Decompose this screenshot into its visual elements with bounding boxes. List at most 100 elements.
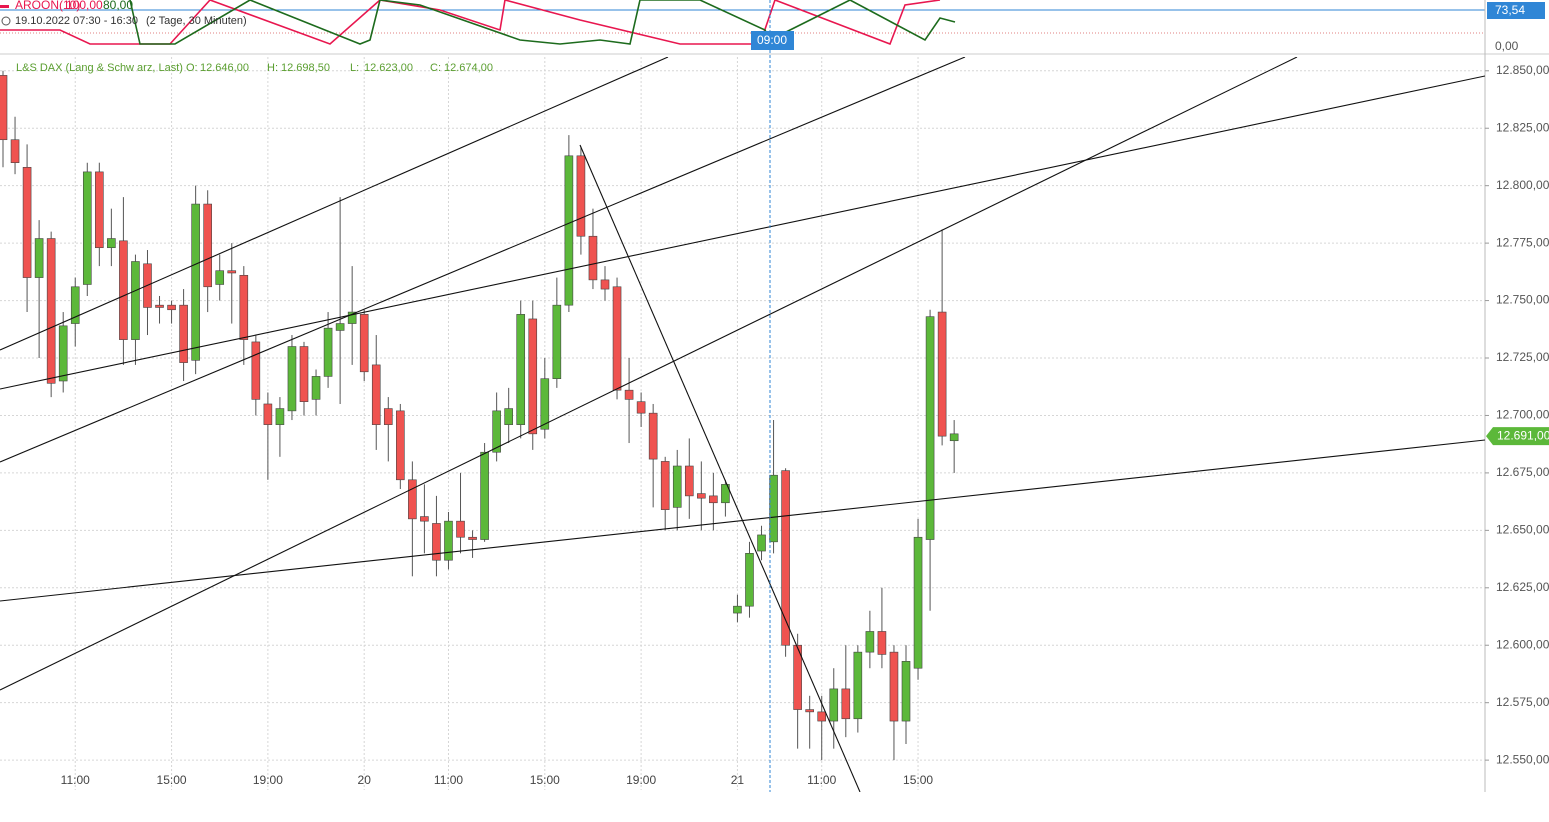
candle-body bbox=[179, 304, 188, 363]
last-price-label: 12.691,00 bbox=[1497, 428, 1549, 442]
candle-body bbox=[757, 534, 766, 552]
candle-body bbox=[119, 240, 128, 340]
candle-body bbox=[612, 286, 622, 391]
ohlc-label: H: bbox=[267, 62, 278, 74]
candle-body bbox=[22, 166, 32, 278]
candle-body bbox=[925, 316, 935, 540]
x-tick-label: 15:00 bbox=[903, 773, 933, 787]
candle-body bbox=[516, 314, 526, 425]
candle-body bbox=[889, 651, 899, 722]
x-tick-label: 11:00 bbox=[434, 773, 463, 787]
candle-body bbox=[432, 523, 441, 561]
indicator-down: 80,00 bbox=[103, 0, 133, 12]
candle-body bbox=[648, 412, 658, 460]
candle-body bbox=[263, 403, 273, 425]
y-tick-label: 12.825,00 bbox=[1496, 120, 1549, 134]
y-tick-label: 12.575,00 bbox=[1496, 695, 1549, 709]
instrument-title: L&S DAX (Lang & Schw arz, Last) bbox=[16, 62, 183, 74]
candle-body bbox=[769, 474, 778, 543]
session: 19.10.2022 07:30 - 16:30 bbox=[15, 15, 138, 27]
candle-body bbox=[865, 631, 875, 653]
candle-body bbox=[155, 304, 164, 308]
y-tick-label: 12.625,00 bbox=[1496, 580, 1549, 594]
y-tick-label: 12.700,00 bbox=[1496, 408, 1549, 422]
candle-body bbox=[444, 520, 453, 561]
candle-body bbox=[528, 318, 538, 435]
indicator-value-box bbox=[1487, 2, 1545, 19]
candle-body bbox=[46, 238, 56, 384]
candle-body bbox=[335, 323, 345, 331]
candle-body bbox=[191, 203, 200, 361]
candle-body bbox=[564, 155, 574, 306]
aroon-lines bbox=[0, 0, 1485, 46]
cursor-box bbox=[751, 31, 794, 50]
candle-body bbox=[251, 341, 261, 400]
candle-body bbox=[697, 493, 706, 499]
candle-body bbox=[82, 171, 92, 285]
candle-body bbox=[58, 325, 68, 382]
candle-body bbox=[901, 661, 911, 722]
candle-body bbox=[408, 479, 417, 520]
y-tick-label: 12.725,00 bbox=[1496, 350, 1549, 364]
ohlc-value: 12.698,50 bbox=[281, 62, 330, 74]
candle-body bbox=[552, 304, 562, 379]
x-tick-label: 11:00 bbox=[807, 773, 836, 787]
candle-body bbox=[323, 327, 333, 377]
candle-body bbox=[396, 410, 405, 481]
candle-body bbox=[829, 688, 839, 722]
candle-body bbox=[913, 536, 923, 669]
candle-body bbox=[745, 553, 754, 607]
candle-body bbox=[636, 401, 646, 414]
x-tick-label: 21 bbox=[731, 773, 745, 787]
candle-body bbox=[588, 235, 598, 281]
ohlc-value: 12.674,00 bbox=[444, 62, 493, 74]
candle-body bbox=[383, 408, 393, 425]
candle-body bbox=[95, 171, 104, 249]
y-tick-label: 12.800,00 bbox=[1496, 178, 1549, 192]
candle-body bbox=[841, 688, 851, 720]
candle-body bbox=[34, 238, 44, 278]
y-tick-label: 12.550,00 bbox=[1496, 752, 1549, 766]
candle-body bbox=[70, 286, 80, 324]
candle-body bbox=[239, 274, 249, 340]
candle-body bbox=[781, 470, 790, 646]
candle-body bbox=[480, 451, 489, 540]
candle-body bbox=[684, 465, 694, 497]
candle-body bbox=[420, 516, 429, 522]
y-tick-label: 12.750,00 bbox=[1496, 293, 1549, 307]
y-tick-label: 12.850,00 bbox=[1496, 63, 1549, 77]
candle-body bbox=[624, 389, 634, 400]
candle-body bbox=[709, 495, 718, 504]
indicator-axis-label: 0,00 bbox=[1495, 39, 1519, 53]
candle-body bbox=[287, 346, 297, 412]
x-tick-label: 19:00 bbox=[626, 773, 656, 787]
clock-icon bbox=[1, 16, 11, 26]
y-tick-label: 12.675,00 bbox=[1496, 465, 1549, 479]
candle-body bbox=[347, 311, 357, 324]
y-tick-label: 12.600,00 bbox=[1496, 637, 1549, 651]
candle-body bbox=[371, 364, 381, 425]
candle-body bbox=[227, 270, 237, 274]
candle-body bbox=[359, 314, 369, 373]
candle-body bbox=[275, 408, 285, 425]
trend-lines bbox=[0, 57, 1485, 792]
candle-body bbox=[721, 484, 730, 504]
x-tick-label: 15:00 bbox=[530, 773, 560, 787]
indicator-name: AROON(10) bbox=[15, 0, 80, 12]
candle-body bbox=[492, 410, 501, 453]
session-note: (2 Tage, 30 Minuten) bbox=[146, 15, 247, 27]
candle-body bbox=[456, 520, 465, 538]
last-price-box bbox=[1486, 427, 1549, 446]
indicator-axis-label: 73,54 bbox=[1495, 3, 1525, 17]
candle-body bbox=[468, 536, 477, 540]
candle-body bbox=[311, 376, 321, 400]
x-tick-label: 15:00 bbox=[157, 773, 187, 787]
candle-body bbox=[10, 139, 20, 163]
candle-body bbox=[853, 651, 863, 720]
candle-body bbox=[877, 631, 887, 655]
candle-body bbox=[733, 605, 742, 614]
candle-body bbox=[167, 304, 176, 311]
candle-body bbox=[600, 279, 610, 290]
